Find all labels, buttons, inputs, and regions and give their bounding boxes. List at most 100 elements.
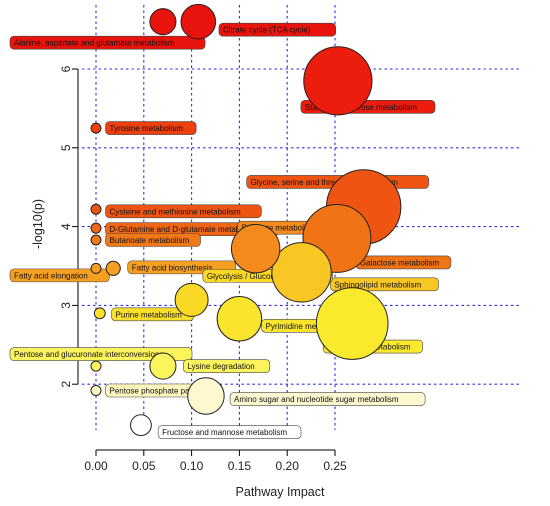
y-tick-label: 4 xyxy=(59,223,73,230)
bubble xyxy=(90,203,102,215)
label-text: Glycolysis / Gluconeogenesis xyxy=(207,272,312,281)
y-tick-label: 5 xyxy=(59,144,73,151)
x-tick-label: 0.20 xyxy=(276,459,300,473)
label-text: Fructose and mannose metabolism xyxy=(162,428,287,437)
pathway-point: Pyrimidine metabolism xyxy=(216,296,263,342)
pathway-point: Purine metabolism xyxy=(93,307,106,320)
point-label: Amino sugar and nucleotide sugar metabol… xyxy=(229,392,426,406)
y-axis-title: -log10(p) xyxy=(31,199,45,249)
point-label: Citrate cycle (TCA cycle) xyxy=(218,22,336,37)
bubble xyxy=(303,46,373,116)
pathway-point: Amino sugar and nucleotide sugar metabol… xyxy=(187,377,225,415)
bubble xyxy=(230,223,281,274)
pathway-point: Sphingolipid metabolism xyxy=(271,242,332,303)
bubble xyxy=(90,222,102,234)
label-text: Fatty acid elongation xyxy=(14,271,88,280)
bubble xyxy=(90,360,102,372)
y-tick-label: 3 xyxy=(59,302,73,309)
x-tick-label: 0.10 xyxy=(180,459,204,473)
bubble xyxy=(174,282,209,317)
label-text: Tyrosine metabolism xyxy=(110,124,184,133)
pathway-point: Citrate cycle (TCA cycle) xyxy=(180,3,217,40)
pathway-point: Alanine, aspartate and glutamate metabol… xyxy=(149,8,177,36)
point-label: Fatty acid elongation xyxy=(9,268,110,283)
x-tick-label: 0.15 xyxy=(228,459,252,473)
pathway-point: Fructose and mannose metabolism xyxy=(130,414,152,437)
point-label: Fructose and mannose metabolism xyxy=(157,425,302,439)
label-box xyxy=(330,277,439,292)
point-label: Galactose metabolism xyxy=(355,255,452,270)
x-tick-label: 0.00 xyxy=(84,459,108,473)
pathway-point: Tyrosine metabolism xyxy=(90,122,102,134)
pathway-point: Pyruvate metabolism xyxy=(230,223,281,274)
point-labels: Alanine, aspartate and glutamate metabol… xyxy=(9,22,452,439)
pathway-point: Glycolysis / Gluconeogenesis xyxy=(174,282,209,317)
x-tick-label: 0.05 xyxy=(132,459,156,473)
bubble xyxy=(315,287,389,360)
pathway-point: Pentose phosphate pathway xyxy=(90,385,102,397)
bubble xyxy=(216,296,263,342)
label-text: Galactose metabolism xyxy=(360,258,439,267)
label-text: D-Glutamine and D-glutamate metabolism xyxy=(110,225,260,234)
pathway-point: Cysteine and methionine metabolism xyxy=(90,203,102,215)
label-text: Butanoate metabolism xyxy=(110,236,190,245)
pathway-point: Tryptophan metabolism xyxy=(315,287,389,360)
label-box xyxy=(9,268,110,283)
x-ticks: 0.00 0.05 0.10 0.15 0.20 0.25 xyxy=(84,450,347,473)
point-label: Sphingolipid metabolism xyxy=(330,277,439,292)
bubbles: Alanine, aspartate and glutamate metabol… xyxy=(9,3,452,439)
label-box xyxy=(9,347,193,361)
point-label: Butanoate metabolism xyxy=(105,233,201,247)
bubble xyxy=(180,3,217,40)
label-text: Glycine, serine and threonine metabolism xyxy=(251,178,399,187)
y-tick-label: 2 xyxy=(59,381,73,388)
pathway-point: Lysine degradation xyxy=(149,352,177,380)
label-text: Alanine, aspartate and glutamate metabol… xyxy=(14,39,175,48)
label-box xyxy=(183,359,271,373)
pathway-point: Fatty acid biosynthesis xyxy=(105,260,121,276)
label-text: Lysine degradation xyxy=(187,362,254,371)
label-text: Amino sugar and nucleotide sugar metabol… xyxy=(234,395,399,404)
x-tick-label: 0.25 xyxy=(323,459,347,473)
label-box xyxy=(229,392,426,406)
label-box xyxy=(105,121,197,135)
label-box xyxy=(105,204,262,219)
y-tick-label: 6 xyxy=(59,65,73,72)
pathway-point: Fatty acid elongation xyxy=(90,262,102,274)
label-text: Pentose phosphate pathway xyxy=(110,387,211,396)
bubble xyxy=(187,377,225,415)
point-label: Pentose and glucuronate interconversions xyxy=(9,347,193,361)
bubble xyxy=(149,352,177,380)
x-axis-title: Pathway Impact xyxy=(236,485,325,499)
bubble xyxy=(271,242,332,303)
label-text: Cysteine and methionine metabolism xyxy=(110,207,242,216)
pathway-point: Starch and sucrose metabolism xyxy=(303,46,373,116)
pathway-point: D-Glutamine and D-glutamate metabolism xyxy=(90,222,102,234)
label-text: Sphingolipid metabolism xyxy=(334,280,421,289)
point-label: Lysine degradation xyxy=(183,359,271,373)
bubble xyxy=(130,414,152,437)
point-label: Tyrosine metabolism xyxy=(105,121,197,135)
label-text: Purine metabolism xyxy=(116,310,183,319)
label-box xyxy=(157,425,302,439)
y-ticks: 2 3 4 5 6 xyxy=(59,65,78,388)
label-text: Pentose and glucuronate interconversions xyxy=(14,350,163,359)
bubble xyxy=(90,262,102,274)
pathway-point: Pentose and glucuronate interconversions xyxy=(90,360,102,372)
label-box xyxy=(105,233,201,247)
bubble xyxy=(90,385,102,397)
bubble xyxy=(105,260,121,276)
bubble xyxy=(93,307,106,320)
label-text: Fatty acid biosynthesis xyxy=(132,263,213,272)
pathway-point: Butanoate metabolism xyxy=(90,234,102,246)
bubble xyxy=(149,8,177,36)
bubble xyxy=(90,234,102,246)
point-label: Alanine, aspartate and glutamate metabol… xyxy=(9,35,206,50)
bubble xyxy=(90,122,102,134)
point-label: Cysteine and methionine metabolism xyxy=(105,204,262,219)
label-box xyxy=(9,35,206,50)
label-text: Starch and sucrose metabolism xyxy=(305,103,417,112)
label-text: Pyrimidine metabolism xyxy=(266,322,347,331)
label-text: Pyruvate metabolism xyxy=(242,224,317,233)
